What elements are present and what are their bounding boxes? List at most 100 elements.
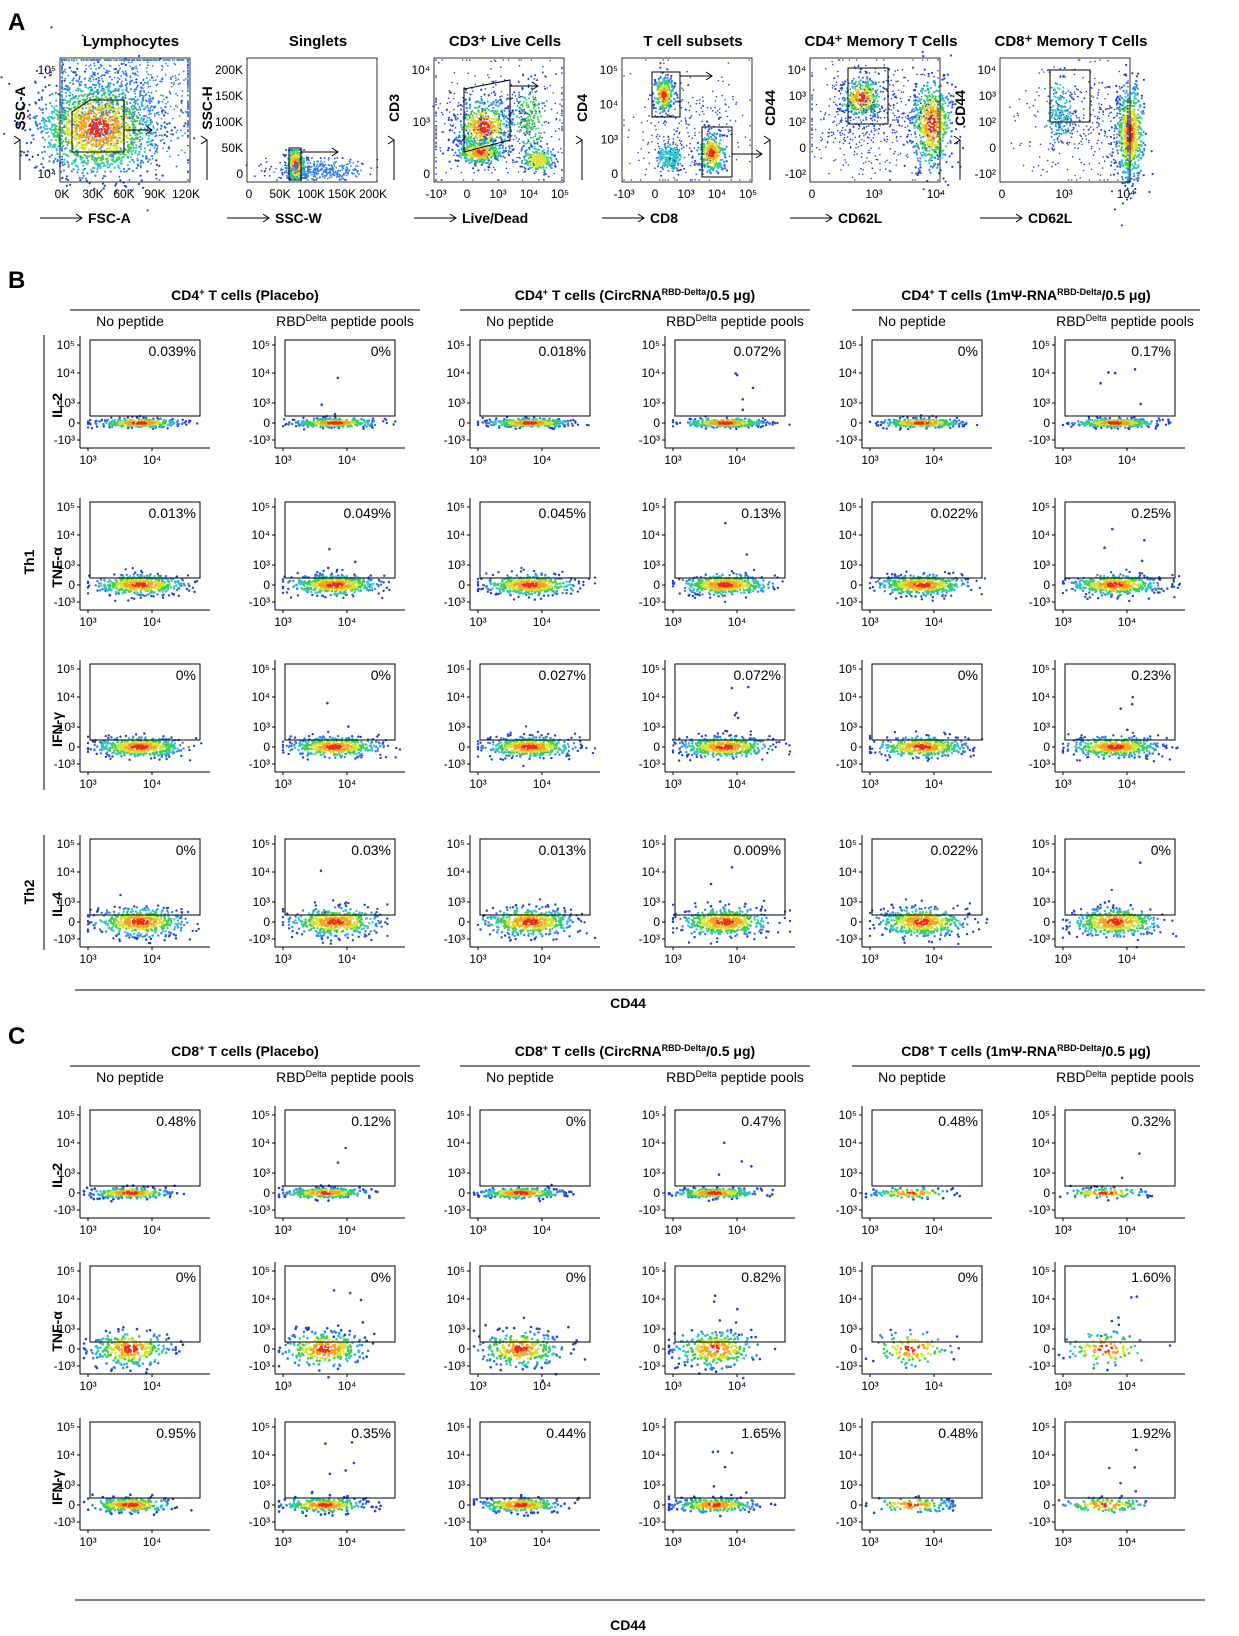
panel-c-plot-r3c3-xtick-label: 10³ bbox=[469, 1535, 486, 1549]
panel-b-plot-r4c4-ytick-label: 10³ bbox=[643, 895, 660, 909]
gating-plot-4-xtick: 0 bbox=[652, 187, 659, 201]
panel-b-plot-r4c1-ytick-label: 10⁵ bbox=[57, 837, 75, 851]
panel-c-plot-r2c5-xtick-label: 10³ bbox=[861, 1379, 878, 1393]
panel-c-plot-r2c1-population bbox=[82, 1326, 185, 1374]
panel-b-plot-r1c6-xtick-label: 10³ bbox=[1054, 453, 1071, 467]
panel-b-plot-r4c1-xtick-label: 10³ bbox=[79, 952, 96, 966]
panel-b-plot-r4c6-population bbox=[1061, 888, 1178, 949]
panel-b-plot-r1c5-ytick-label: 10³ bbox=[840, 396, 857, 410]
panel-b-plot-r3c1-population bbox=[86, 732, 203, 762]
panel-b-plot-r3c5-ytick-label: 10⁴ bbox=[838, 690, 857, 704]
panel-c-plot-r3c2-ytick-label: -10³ bbox=[249, 1515, 270, 1529]
panel-c-plot-r3c6-gate bbox=[1064, 1421, 1176, 1499]
panel-c-plot-r3c5-ytick-label: -10³ bbox=[836, 1515, 857, 1529]
gating-plot-1-ytick: 10⁵ bbox=[38, 63, 56, 77]
panel-c-plot-r3c2-ytick-label: 0 bbox=[263, 1498, 270, 1512]
panel-c-plot-r2c2-population bbox=[277, 1324, 376, 1379]
panel-b-plot-r2c2-gate bbox=[284, 501, 396, 579]
panel-b-plot-r3c2-xtick-label: 10³ bbox=[274, 777, 291, 791]
panel-b-plot-r1c4-percentage: 0.072% bbox=[734, 343, 781, 359]
panel-b-plot-r2c2-ytick-label: -10³ bbox=[249, 595, 270, 609]
gating-plot-2-frame bbox=[246, 57, 378, 183]
panel-b-plot-r2c3-ytick-label: 10⁵ bbox=[447, 500, 465, 514]
gating-plot-5-ytick: 0 bbox=[799, 141, 806, 155]
panel-b-plot-r1c4-xtick-label: 10⁴ bbox=[728, 453, 747, 467]
panel-b-plot-r4c1-population bbox=[86, 893, 200, 945]
panel-b-group-label-2: Th2 bbox=[21, 879, 37, 904]
panel-c-plot-r1c6-positive-events bbox=[1120, 1152, 1141, 1180]
panel-c-plot-r1c2-positive-events bbox=[336, 1146, 347, 1164]
panel-b-plot-r2c1-percentage: 0.013% bbox=[149, 505, 196, 521]
panel-b-plot-r1c2-gate bbox=[284, 339, 396, 417]
panel-b-plot-r1c4-gate bbox=[674, 339, 786, 417]
panel-b-plot-r1c1-ytick-label: 10⁵ bbox=[57, 338, 75, 352]
gating-plot-6-ytick: 10⁴ bbox=[977, 63, 996, 77]
panel-b-plot-r4c6-xtick-label: 10³ bbox=[1054, 952, 1071, 966]
cd3-live-gate bbox=[463, 79, 511, 153]
cd4-cluster bbox=[649, 62, 680, 123]
panel-b-plot-r2c6-gate bbox=[1064, 501, 1176, 579]
gating-plot-5-ytick: 10⁴ bbox=[787, 63, 806, 77]
panel-c-plot-r1c4-population bbox=[667, 1186, 774, 1203]
panel-b-plot-r1c4-ytick-label: 0 bbox=[653, 416, 660, 430]
panel-b-plot-r4c4-xtick-label: 10⁴ bbox=[728, 952, 747, 966]
panel-b-plot-r4c5-ytick-label: -10³ bbox=[836, 932, 857, 946]
panel-c-plot-r2c6-gate bbox=[1064, 1265, 1176, 1343]
panel-b-plot-r4c5-ytick-label: 10⁴ bbox=[838, 865, 857, 879]
panel-c-plot-r2c4-gate bbox=[674, 1265, 786, 1343]
panel-b-plot-r1c3-ytick-label: 10⁵ bbox=[447, 338, 465, 352]
panel-b-plot-r1c3-xtick-label: 10³ bbox=[469, 453, 486, 467]
panel-b-condition-label-5: No peptide bbox=[878, 313, 946, 329]
panel-b-plot-r4c2-ytick-label: 10⁵ bbox=[252, 837, 270, 851]
gating-plot-6-frame bbox=[999, 57, 1131, 183]
panel-b-plot-r3c6-percentage: 0.23% bbox=[1131, 667, 1171, 683]
panel-b-plot-r4c5-ytick-label: 10⁵ bbox=[839, 837, 857, 851]
gating-plot-3-xtick: 10⁴ bbox=[520, 187, 539, 201]
gating-plot-2-ytick: 150K bbox=[215, 89, 243, 103]
gating-plot-4-ytick: 10⁵ bbox=[600, 63, 618, 77]
panel-c-plot-r2c5-ytick-label: -10³ bbox=[836, 1359, 857, 1373]
panel-b-plot-r4c4-xtick-label: 10³ bbox=[664, 952, 681, 966]
panel-b-plot-r4c2-ytick-label: -10³ bbox=[249, 932, 270, 946]
panel-b-row-label-2: TNF-α bbox=[49, 547, 65, 588]
gating-plot-5-ytick: 10³ bbox=[789, 89, 806, 103]
panel-b-group-title-2: CD4+ T cells (CircRNARBD-Delta/0.5 μg) bbox=[515, 287, 755, 303]
panel-c-plot-r3c6-ytick-label: 10⁵ bbox=[1032, 1420, 1050, 1434]
gating-plot-5-y-label: CD44 bbox=[762, 90, 778, 126]
panel-b-plot-r3c3-xtick-label: 10³ bbox=[469, 777, 486, 791]
panel-b-plot-r2c1-ytick-label: 10⁴ bbox=[56, 528, 75, 542]
cd4-memory-gate bbox=[847, 67, 889, 125]
panel-b-plot-r1c6-xtick-label: 10⁴ bbox=[1118, 453, 1137, 467]
panel-b-plot-r3c4-xtick-label: 10⁴ bbox=[728, 777, 747, 791]
gating-plot-5-y-arrow bbox=[763, 135, 771, 180]
panel-b-group-title-1: CD4+ T cells (Placebo) bbox=[171, 287, 319, 303]
panel-b-plot-r2c1-ytick-label: 10³ bbox=[58, 558, 75, 572]
gating-plot-4-xtick: 10³ bbox=[677, 187, 694, 201]
panel-b-plot-r2c3-xtick-label: 10³ bbox=[469, 615, 486, 629]
panel-c-plot-r2c4-percentage: 0.82% bbox=[741, 1269, 781, 1285]
panel-c-plot-r1c3-population bbox=[472, 1183, 575, 1203]
panel-c-plot-r1c6-ytick-label: 10³ bbox=[1033, 1166, 1050, 1180]
panel-b-plot-r3c6-ytick-label: 0 bbox=[1043, 740, 1050, 754]
panel-b-plot-r3c6-ytick-label: 10⁴ bbox=[1031, 690, 1050, 704]
panel-c-plot-r2c4-population bbox=[667, 1321, 777, 1380]
panel-c-plot-r3c6-percentage: 1.92% bbox=[1131, 1425, 1171, 1441]
panel-b-plot-r1c2-positive-events bbox=[320, 376, 340, 416]
panel-b-plot-r1c6-ytick-label: 10⁴ bbox=[1031, 366, 1050, 380]
gating-plot-3-y-label: CD3 bbox=[386, 94, 402, 122]
panel-c-plot-r3c4-gate bbox=[674, 1421, 786, 1499]
panel-b-plot-r2c2-population bbox=[281, 568, 391, 600]
gating-plot-6-xtick: 10⁴ bbox=[1117, 187, 1136, 201]
panel-c-plot-r2c1-ytick-label: 10⁵ bbox=[57, 1264, 75, 1278]
panel-c-plot-r3c4-ytick-label: 0 bbox=[653, 1498, 660, 1512]
panel-b-plot-r3c4-ytick-label: -10³ bbox=[639, 757, 660, 771]
panel-b-plot-r3c1-ytick-label: 0 bbox=[68, 740, 75, 754]
panel-b-group-label-1: Th1 bbox=[21, 549, 37, 574]
panel-b-plot-r4c4-ytick-label: -10³ bbox=[639, 932, 660, 946]
panel-c-plot-r2c4-ytick-label: 10⁴ bbox=[641, 1292, 660, 1306]
panel-c-plot-r1c3-xtick-label: 10³ bbox=[469, 1223, 486, 1237]
panel-c-plot-r1c5-ytick-label: 0 bbox=[850, 1186, 857, 1200]
panel-c-plot-r1c2-ytick-label: 10³ bbox=[253, 1166, 270, 1180]
panel-b-plot-r3c1-ytick-label: 10³ bbox=[58, 720, 75, 734]
panel-b-plot-r3c5-ytick-label: 10³ bbox=[840, 720, 857, 734]
